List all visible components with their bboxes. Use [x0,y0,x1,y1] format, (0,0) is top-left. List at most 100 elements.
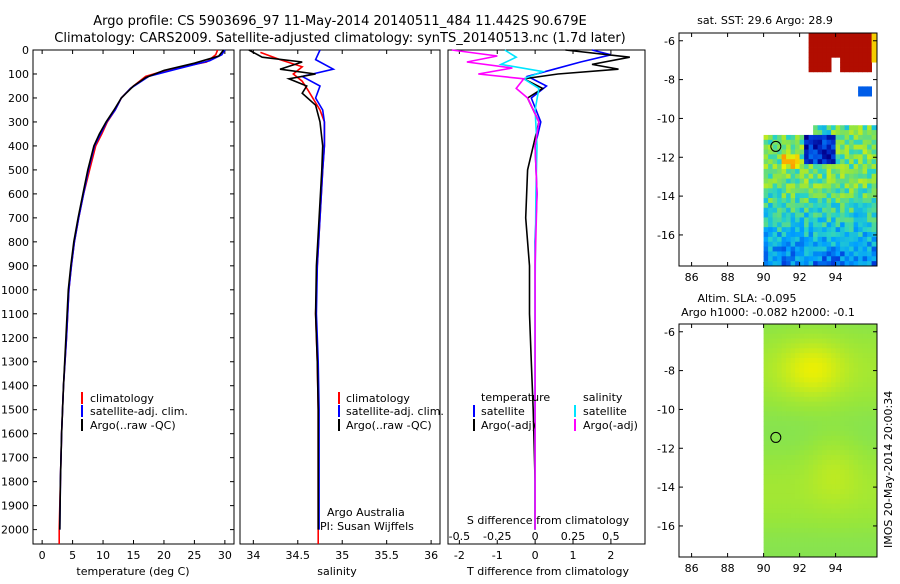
heatmap-cell [862,149,868,155]
heatmap-cell [840,183,845,189]
heatmap-cell [826,62,832,68]
heatmap-cell [831,459,836,466]
heatmap-cell [763,173,769,180]
heatmap-cell [844,513,850,519]
heatmap-cell [786,537,791,543]
heatmap-cell [790,489,796,495]
heatmap-cell [795,207,800,213]
heatmap-cell [835,139,841,146]
heatmap-cell [795,134,800,141]
heatmap-cell [867,227,872,233]
heatmap-cell [763,493,769,500]
heatmap-cell [844,193,850,199]
heatmap-cell [871,435,877,441]
heatmap-cell [763,508,769,514]
heatmap-cell [849,37,854,44]
heatmap-cell [858,164,863,170]
heatmap-cell [858,193,863,199]
heatmap-cell [808,430,814,437]
heatmap-cell [822,52,827,58]
heatmap-cell [858,518,863,524]
heatmap-cell [844,139,850,146]
heatmap-cell [781,416,787,422]
heatmap-cell [817,324,823,330]
heatmap-cell [768,377,773,383]
heatmap-cell [790,256,796,262]
heatmap-cell [768,188,773,194]
heatmap-cell [858,324,863,330]
x-tick-label: 20 [157,549,171,562]
heatmap-cell [826,324,832,330]
heatmap-cell [799,484,805,490]
heatmap-cell [772,168,778,175]
heatmap-cell [862,178,868,184]
heatmap-cell [840,425,845,432]
heatmap-cell [813,367,818,373]
depth-tick-label: 1000 [1,284,29,297]
heatmap-cell [849,387,854,393]
heatmap-cell [795,256,800,262]
heatmap-cell [817,222,823,228]
heatmap-cell [831,425,836,432]
heatmap-cell [795,484,800,490]
heatmap-cell [822,232,827,238]
heatmap-cell [786,508,791,514]
heatmap-cell [817,493,823,500]
heatmap-cell [844,357,850,364]
heatmap-cell [867,212,872,218]
heatmap-cell [786,134,791,141]
heatmap-cell [871,52,877,58]
credit-line-1: Argo Australia [327,506,405,519]
heatmap-cell [844,450,850,456]
heatmap-cell [795,474,800,480]
heatmap-cell [835,144,841,150]
heatmap-cell [781,391,787,398]
x-tick-label: 2 [607,549,614,562]
heatmap-cell [867,183,872,189]
heatmap-cell [871,372,877,378]
heatmap-cell [799,513,805,519]
heatmap-cell [849,450,854,456]
heatmap-cell [835,401,841,407]
map-y-tick-label: -6 [664,326,675,339]
heatmap-cell [849,168,854,175]
heatmap-cell [781,193,787,199]
heatmap-cell [804,188,809,194]
heatmap-cell [871,391,877,398]
heatmap-cell [772,178,778,184]
heatmap-cell [867,425,872,432]
heatmap-cell [849,328,854,335]
heatmap-cell [772,251,778,257]
heatmap-cell [844,353,850,359]
heatmap-cell [786,202,791,209]
heatmap-cell [835,227,841,233]
heatmap-cell [867,377,872,383]
heatmap-cell [772,343,778,349]
heatmap-cell [871,130,877,136]
heatmap-cell [781,154,787,160]
heatmap-cell [777,338,782,344]
heatmap-cell [781,139,787,146]
heatmap-cell [835,130,841,136]
heatmap-cell [799,207,805,213]
heatmap-cell [862,377,868,383]
heatmap-cell [831,134,836,141]
heatmap-cell [871,416,877,422]
heatmap-cell [795,498,800,504]
heatmap-cell [790,455,796,461]
heatmap-cell [862,445,868,451]
heatmap-cell [799,493,805,500]
heatmap-cell [849,513,854,519]
heatmap-cell [862,62,868,68]
heatmap-cell [867,391,872,398]
heatmap-cell [813,416,818,422]
heatmap-cell [817,513,823,519]
heatmap-cell [795,469,800,475]
heatmap-cell [763,440,769,446]
map-y-tick-label: -16 [657,229,675,242]
heatmap-cell [772,256,778,262]
heatmap-cell [813,183,818,189]
heatmap-cell [790,173,796,180]
heatmap-cell [871,343,877,349]
heatmap-cell [781,425,787,432]
